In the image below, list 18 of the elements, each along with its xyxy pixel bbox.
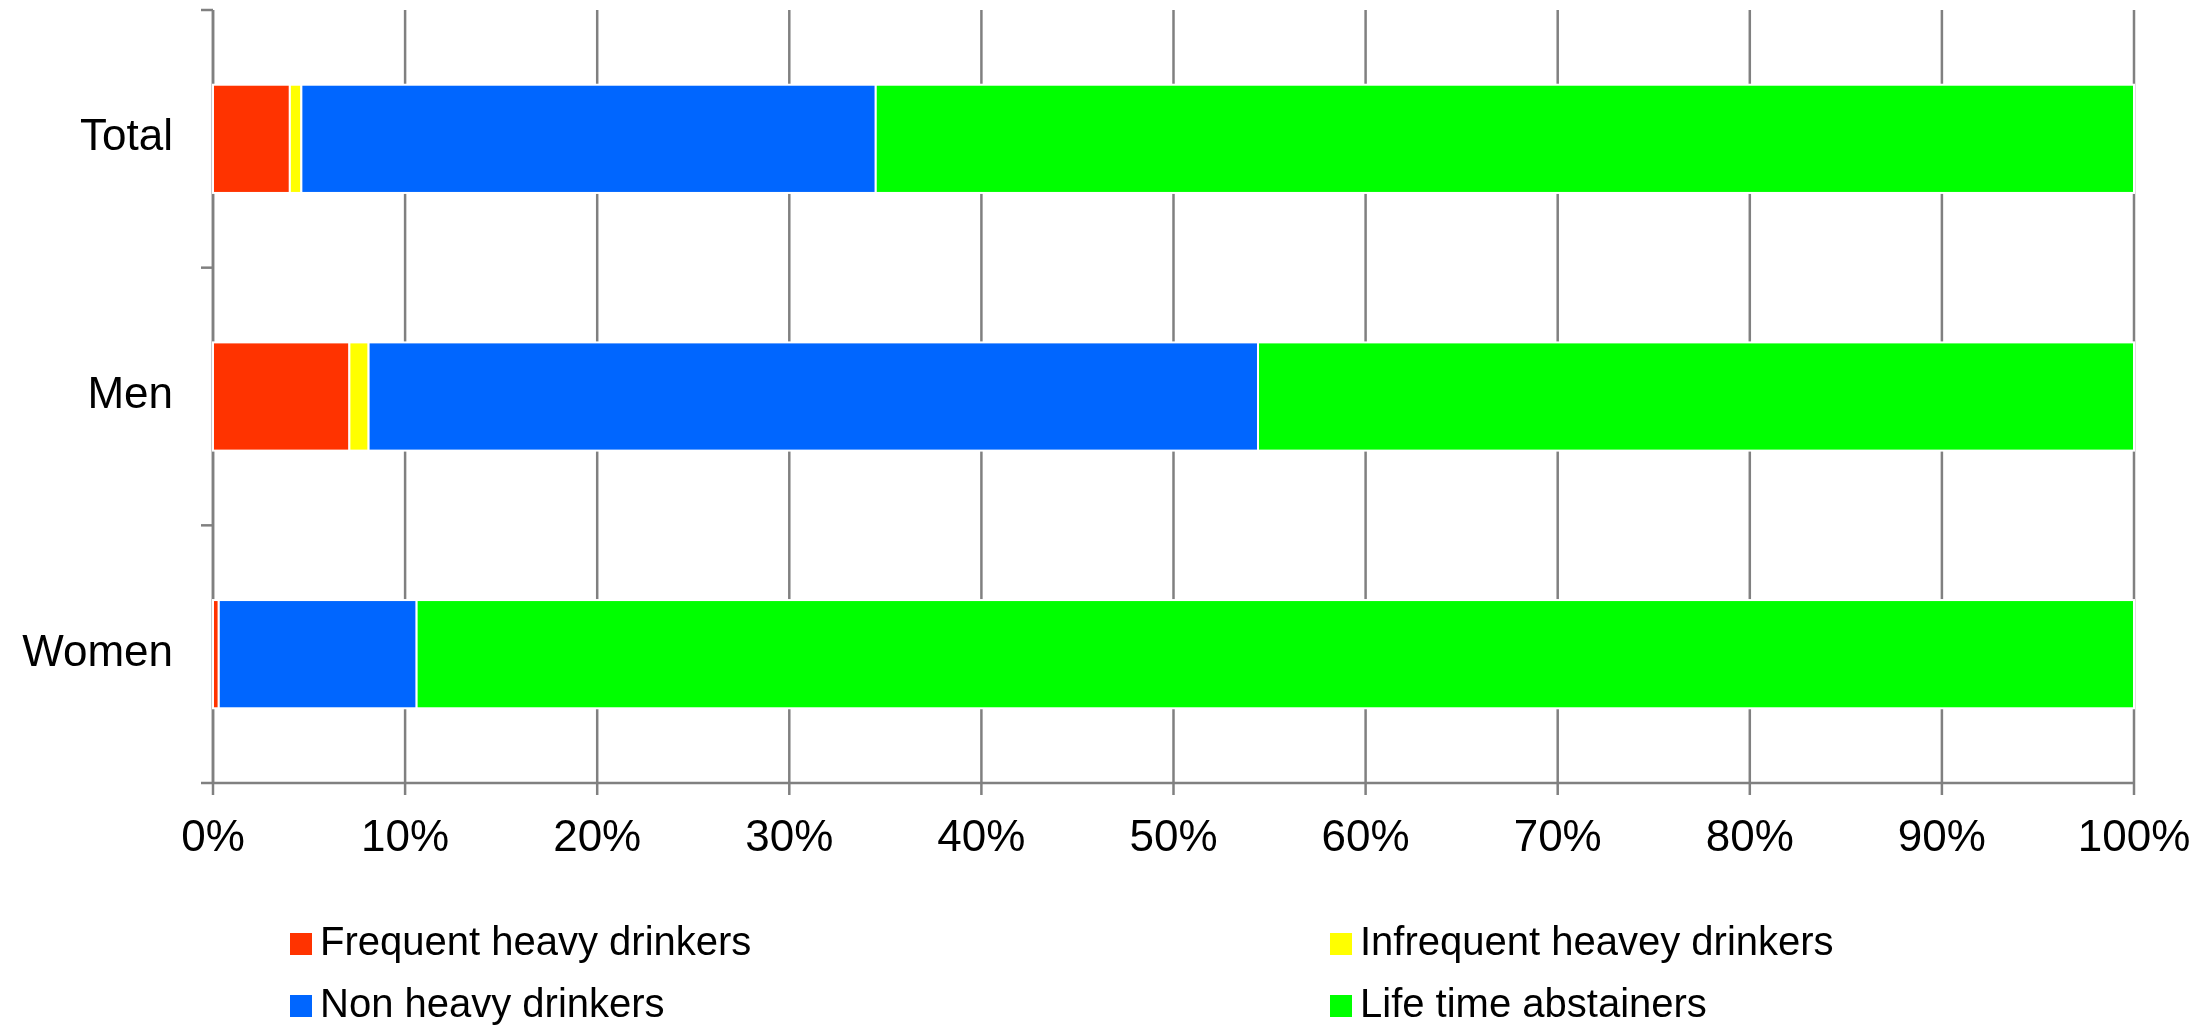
x-tick-label: 20% bbox=[553, 811, 642, 860]
x-tick-label: 60% bbox=[1321, 811, 1410, 860]
y-tick-label: Total bbox=[80, 110, 173, 160]
legend-label: Infrequent heavey drinkers bbox=[1360, 918, 1834, 963]
x-tick-label: 0% bbox=[181, 811, 245, 860]
x-tick-label: 100% bbox=[2077, 811, 2191, 860]
y-tick-label: Women bbox=[22, 625, 173, 675]
x-tick-label: 70% bbox=[1513, 811, 1602, 860]
legend-label: Non heavy drinkers bbox=[320, 980, 665, 1025]
x-tick-label: 30% bbox=[745, 811, 834, 860]
x-tick-label: 80% bbox=[1705, 811, 1794, 860]
x-tick-label: 90% bbox=[1897, 811, 1986, 860]
x-tick-label: 50% bbox=[1129, 811, 1218, 860]
y-tick-label: Men bbox=[87, 368, 173, 418]
x-tick-label: 10% bbox=[361, 811, 450, 860]
legend-label: Frequent heavy drinkers bbox=[320, 918, 752, 963]
legend-label: Life time abstainers bbox=[1360, 980, 1707, 1025]
x-tick-label: 40% bbox=[937, 811, 1026, 860]
